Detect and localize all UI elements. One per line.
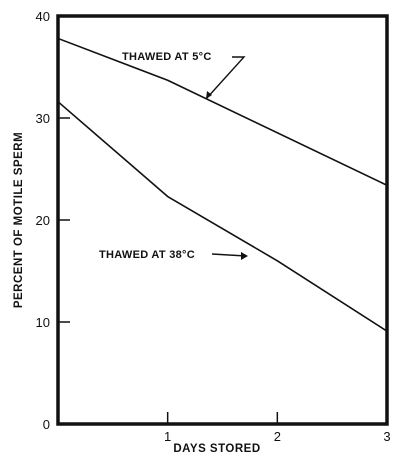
x-tick-label: 2 <box>274 429 281 444</box>
plot-area <box>56 14 389 426</box>
y-axis-title: PERCENT OF MOTILE SPERM <box>13 132 25 308</box>
annotation-arrowhead-38c <box>241 252 248 260</box>
series-label-thawed-38c: THAWED AT 38°C <box>99 249 195 261</box>
series-lines <box>57 37 388 332</box>
y-tick-label: 40 <box>36 9 50 24</box>
series-line-thawed-5c <box>57 37 388 187</box>
series-label-thawed-5c: THAWED AT 5°C <box>122 51 212 63</box>
annotation-arrowhead-5c <box>206 91 212 99</box>
x-tick-label: 1 <box>164 429 171 444</box>
y-axis-ticks: 0 10 20 30 40 <box>36 9 70 432</box>
annotations: THAWED AT 5°C THAWED AT 38°C <box>99 51 248 261</box>
annotation-arrow-5c <box>205 56 246 100</box>
series-line-thawed-38c <box>57 101 388 332</box>
y-tick-label: 20 <box>36 213 50 228</box>
x-tick-label: 3 <box>383 429 390 444</box>
annotation-arrow-38c <box>211 253 247 257</box>
x-axis-title: DAYS STORED <box>173 443 260 455</box>
y-tick-label: 30 <box>36 111 50 126</box>
y-tick-label: 0 <box>43 417 50 432</box>
x-axis-ticks: 1 2 3 <box>164 412 391 444</box>
y-tick-label: 10 <box>36 315 50 330</box>
plot-frame <box>56 14 389 426</box>
